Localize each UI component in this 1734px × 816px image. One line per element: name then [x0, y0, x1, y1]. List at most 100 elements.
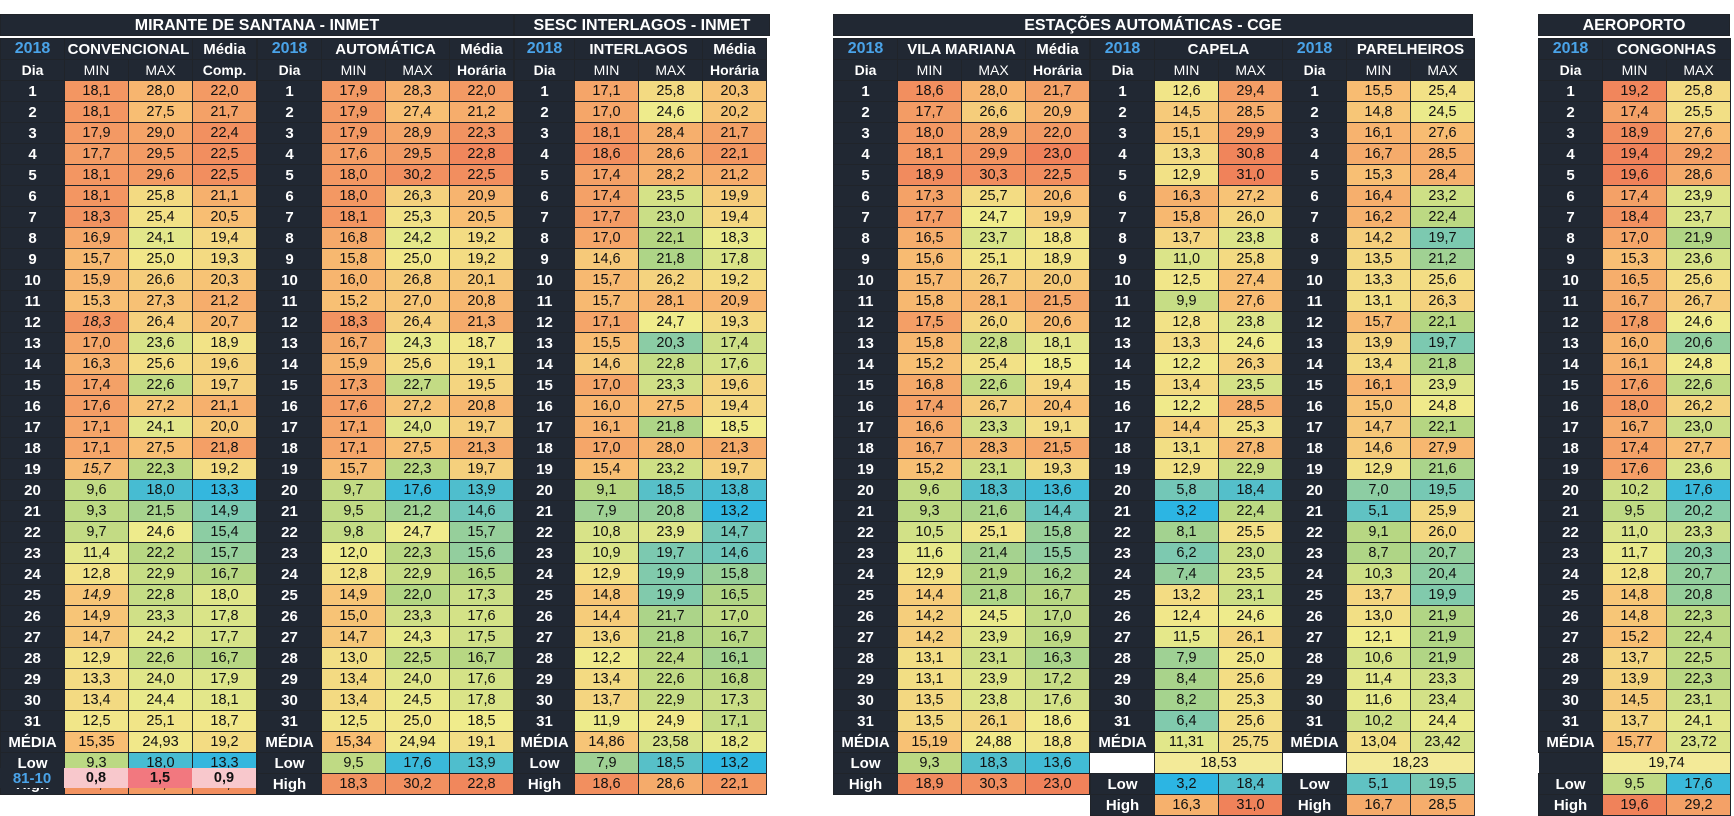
- media-min: 15,34: [321, 731, 386, 753]
- max-cell: 24,7: [384, 521, 451, 543]
- max-cell: 27,5: [127, 437, 194, 459]
- avg-cell: 17,6: [702, 353, 767, 375]
- table-row: 31 12,5 25,1 18,7: [0, 710, 258, 732]
- day-cell: 17: [257, 416, 322, 438]
- low-min: 9,5: [1602, 773, 1667, 795]
- table-row: 25 14,9 22,8 18,0: [0, 584, 258, 606]
- day-cell: 15: [1282, 374, 1347, 396]
- max-cell: 29,0: [127, 122, 194, 144]
- avg-cell: 20,3: [702, 80, 767, 102]
- min-cell: 15,5: [574, 332, 639, 354]
- table-row: 16 17,6 27,2 20,8: [257, 395, 515, 417]
- high-max: 28,5: [1409, 794, 1476, 816]
- day-cell: 11: [833, 290, 898, 312]
- station-name: CONVENCIONAL: [63, 38, 194, 60]
- subheader-0: Dia: [514, 59, 575, 81]
- max-cell: 26,6: [127, 269, 194, 291]
- day-cell: 7: [1538, 206, 1603, 228]
- table-row: 21 9,3 21,5 14,9: [0, 500, 258, 522]
- day-cell: 2: [1538, 101, 1603, 123]
- avg-cell: 20,5: [449, 206, 515, 228]
- max-cell: 21,7: [638, 605, 703, 627]
- min-cell: 16,7: [321, 332, 386, 354]
- max-cell: 25,0: [384, 710, 451, 732]
- min-cell: 15,7: [64, 458, 129, 480]
- avg-cell: 17,4: [702, 332, 767, 354]
- max-cell: 28,5: [1409, 143, 1476, 165]
- max-cell: 20,2: [1665, 500, 1732, 522]
- avg-cell: 14,4: [1025, 500, 1091, 522]
- avg-cell: 17,6: [449, 605, 515, 627]
- table-row: 19 15,7 22,3 19,7: [257, 458, 515, 480]
- min-cell: 17,7: [897, 206, 962, 228]
- avg-cell: 19,2: [192, 458, 258, 480]
- avg-cell: 20,6: [1025, 311, 1091, 333]
- max-cell: 25,8: [1217, 248, 1284, 270]
- day-cell: 19: [514, 458, 575, 480]
- media-avg: 18,8: [1025, 731, 1091, 753]
- avg-cell: 19,2: [702, 269, 767, 291]
- min-cell: 14,9: [64, 605, 129, 627]
- high-max: 31,0: [1217, 794, 1284, 816]
- subheader-3: Horária: [1025, 59, 1091, 81]
- table-row: 23 6,2 23,0: [1090, 542, 1284, 564]
- max-cell: 23,8: [1217, 311, 1284, 333]
- day-cell: 15: [1090, 374, 1155, 396]
- mean-spacer: [1538, 752, 1603, 774]
- min-cell: 12,8: [1602, 563, 1667, 585]
- day-cell: 6: [833, 185, 898, 207]
- day-cell: 30: [514, 689, 575, 711]
- table-row: 13 15,5 20,3 17,4: [514, 332, 767, 354]
- day-cell: 15: [257, 374, 322, 396]
- min-cell: 11,7: [1602, 542, 1667, 564]
- max-cell: 22,4: [1665, 626, 1732, 648]
- max-cell: 20,8: [1665, 584, 1732, 606]
- table-row: 22 8,1 25,5: [1090, 521, 1284, 543]
- day-cell: 20: [257, 479, 322, 501]
- min-cell: 11,9: [574, 710, 639, 732]
- min-cell: 15,8: [897, 290, 962, 312]
- day-cell: 16: [514, 395, 575, 417]
- max-cell: 23,8: [1217, 227, 1284, 249]
- min-cell: 17,1: [321, 416, 386, 438]
- avg-cell: 20,8: [449, 395, 515, 417]
- max-cell: 22,5: [384, 647, 451, 669]
- min-cell: 13,4: [1346, 353, 1411, 375]
- avg-cell: 15,7: [449, 521, 515, 543]
- mean-value: 18,53: [1153, 752, 1284, 774]
- high-max: 29,2: [1665, 794, 1732, 816]
- table-row: 5 17,4 28,2 21,2: [514, 164, 767, 186]
- day-cell: 28: [833, 647, 898, 669]
- table-row: 9 15,6 25,1 18,9: [833, 248, 1091, 270]
- subheader-1: MIN: [897, 59, 962, 81]
- table-row: 13 16,7 24,3 18,7: [257, 332, 515, 354]
- min-cell: 18,3: [321, 311, 386, 333]
- avg-cell: 19,2: [449, 227, 515, 249]
- max-cell: 18,0: [127, 479, 194, 501]
- max-cell: 26,2: [1665, 395, 1732, 417]
- max-cell: 26,3: [1409, 290, 1476, 312]
- min-cell: 12,2: [1154, 353, 1219, 375]
- table-row: 27 11,5 26,1: [1090, 626, 1284, 648]
- day-cell: 16: [1538, 395, 1603, 417]
- max-cell: 26,3: [1217, 353, 1284, 375]
- day-cell: 28: [514, 647, 575, 669]
- max-cell: 29,2: [1665, 143, 1732, 165]
- max-cell: 22,3: [1665, 668, 1732, 690]
- high-avg: 22,1: [702, 773, 767, 795]
- subheader-0: Dia: [1282, 59, 1347, 81]
- min-cell: 12,9: [574, 563, 639, 585]
- min-cell: 15,8: [321, 248, 386, 270]
- table-row: 27 14,2 23,9 16,9: [833, 626, 1091, 648]
- avg-cell: 17,6: [449, 668, 515, 690]
- table-capela: 2018 CAPELA Dia MIN MAX 1 12,6 29,4 2 14,5 28,5 3 15…: [1090, 38, 1284, 816]
- avg-cell: 18,7: [449, 332, 515, 354]
- min-cell: 8,1: [1154, 521, 1219, 543]
- day-cell: 3: [0, 122, 65, 144]
- table-row: 29 13,1 23,9 17,2: [833, 668, 1091, 690]
- max-cell: 28,5: [1217, 395, 1284, 417]
- min-cell: 14,8: [1602, 584, 1667, 606]
- subheader-2: MAX: [1217, 59, 1284, 81]
- min-cell: 16,3: [64, 353, 129, 375]
- min-cell: 19,2: [1602, 80, 1667, 102]
